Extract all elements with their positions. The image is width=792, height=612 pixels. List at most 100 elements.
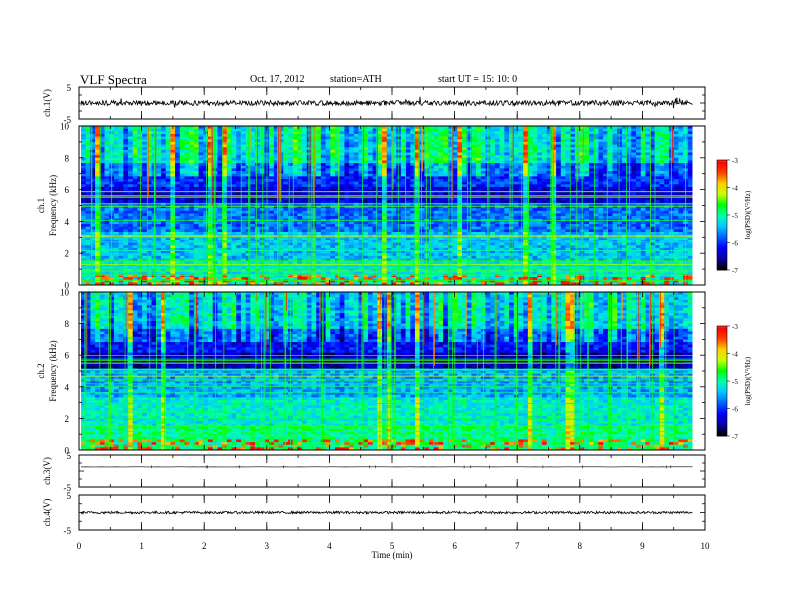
ch1-spectrogram-cell [429,176,435,180]
ch1-spectrogram-cell [231,163,237,167]
ch1-spectrogram-cell [645,128,651,132]
ch1-spectrogram-cell [302,136,308,140]
ch1-spectrogram-cell [339,197,345,201]
ch1-spectrogram-cell [438,197,444,201]
ch1-spectrogram-cell [462,189,467,193]
ch1-spectrogram-cell [509,157,515,161]
ch1-spectrogram-cell [541,192,547,196]
ch1-spectrogram-cell [363,149,369,153]
ch1-spectrogram-cell [349,155,355,159]
ch1-spectrogram-cell [447,184,453,188]
ch1-spectrogram-cell [513,165,519,169]
ch1-spectrogram-cell [462,224,467,227]
ch1-spectrogram-cell [367,179,373,182]
ch1-spectrogram-cell [193,165,199,169]
ch1-spectrogram-cell [325,186,331,190]
ch1-spectrogram-cell [255,181,261,185]
ch1-spectrogram-cell [518,221,524,225]
ch1-spectrogram-cell [664,141,670,145]
ch1-spectrogram-cell [410,152,416,156]
ch1-spectrogram-cell [546,221,552,225]
ch1-spectrogram-cell [466,213,472,217]
ch1-spectrogram-cell [382,213,388,217]
ch1-spectrogram-cell [118,171,124,174]
ch1-spectrogram-cell [339,173,345,177]
ch1-spectrogram-cell [269,147,275,151]
ch1-spectrogram-cell [424,197,430,201]
ch1-spectrogram-cell [250,216,256,220]
ch1-spectrogram-cell [146,126,152,129]
ch1-spectrogram-cell [189,216,195,220]
ch1-spectrogram-cell [565,216,571,220]
ch1-spectrogram-cell [589,208,594,212]
ch1-spectrogram-cell [541,163,547,167]
ch1-spectrogram-cell [612,139,618,143]
ch1-spectrogram-cell [165,189,171,193]
ch1-spectrogram-cell [358,213,364,217]
ch1-spectrogram-cell [95,163,101,167]
ch1-spectrogram-cell [179,126,185,129]
ch1-spectrogram-cell [382,157,388,161]
ch1-spectrogram-cell [556,200,562,204]
ch1-spectrogram-cell [156,176,162,180]
ch1-spectrogram-cell [640,184,646,188]
ch1-spectrogram-cell [532,126,538,129]
ch1-spectrogram-cell [156,200,162,204]
ch1-spectrogram-cell [452,133,458,137]
ch1-spectrogram-cell [349,216,355,220]
ch1-spectrogram-cell [156,126,162,129]
ch1-spectrogram-cell [330,141,336,145]
ch1-spectrogram-cell [198,173,204,177]
ch1-spectrogram-cell [527,131,533,135]
ch1-spectrogram-cell [137,139,143,143]
ch1-spectrogram-cell [607,163,613,167]
ch1-spectrogram-cell [499,186,505,190]
ch1-spectrogram-cell [269,205,275,209]
ch1-spectrogram-cell [226,176,232,180]
ch1-spectrogram-cell [283,147,289,151]
ch1-spectrogram-cell [617,179,623,182]
ch1-spectrogram-cell [654,131,660,135]
ch1-spectrogram-cell [123,186,129,190]
ch1-spectrogram-cell [302,157,308,161]
ch1-spectrogram-cell [509,171,515,174]
ch1-spectrogram-cell [414,163,420,167]
ch1-spectrogram-cell [438,186,444,190]
ch1-spectrogram-cell [104,160,110,164]
ch1-spectrogram-cell [255,165,261,169]
ch1-spectrogram-cell [603,213,609,217]
ch1-spectrogram-cell [231,149,237,153]
ch1-spectrogram-cell [480,173,486,177]
ch1-spectrogram-cell [273,152,279,156]
ch1-spectrogram-cell [438,173,444,177]
ch1-spectrogram-cell [556,189,562,193]
ch1-spectrogram-cell [240,216,246,220]
ch1-spectrogram-cell [574,210,580,214]
ch1-spectrogram-cell [287,157,293,161]
ch1-spectrogram-cell [504,155,510,159]
ch1-spectrogram-cell [419,200,425,204]
ch1-spectrogram-cell [631,213,637,217]
ch1-spectrogram-cell [480,221,486,225]
ch1-spectrogram-cell [414,152,420,156]
ch1-spectrogram-cell [556,202,562,206]
ch1-spectrogram-cell [462,205,467,209]
ch1-spectrogram-cell [636,173,642,177]
ch1-spectrogram-cell [589,202,594,206]
ch1-spectrogram-cell [132,128,138,132]
ch1-spectrogram-cell [287,224,293,227]
ch1-spectrogram-cell [245,184,251,188]
ch1-spectrogram-cell [400,171,406,174]
ch1-spectrogram-cell [377,189,383,193]
ch1-spectrogram-cell [208,144,213,148]
ch1-spectrogram-cell [175,210,181,214]
ch1-spectrogram-cell [617,155,623,159]
ch1-spectrogram-cell [128,186,134,190]
ch1-spectrogram-cell [325,157,331,161]
ch1-spectrogram-cell [645,163,651,167]
ch1-spectrogram-cell [650,197,656,201]
ch1-spectrogram-cell [349,184,355,188]
ch1-spectrogram-cell [546,152,552,156]
ch1-spectrogram-cell [678,152,684,156]
ch1-spectrogram-cell [99,155,105,159]
